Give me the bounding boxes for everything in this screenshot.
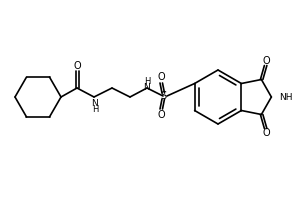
Text: O: O: [262, 129, 270, 138]
Text: NH: NH: [279, 92, 293, 102]
Text: S: S: [160, 91, 166, 101]
Text: H: H: [92, 104, 98, 114]
Text: O: O: [157, 72, 165, 82]
Text: O: O: [73, 61, 81, 71]
Text: H: H: [144, 76, 150, 86]
Text: N: N: [144, 82, 150, 92]
Text: N: N: [92, 98, 98, 108]
Text: O: O: [157, 110, 165, 120]
Text: O: O: [262, 55, 270, 66]
